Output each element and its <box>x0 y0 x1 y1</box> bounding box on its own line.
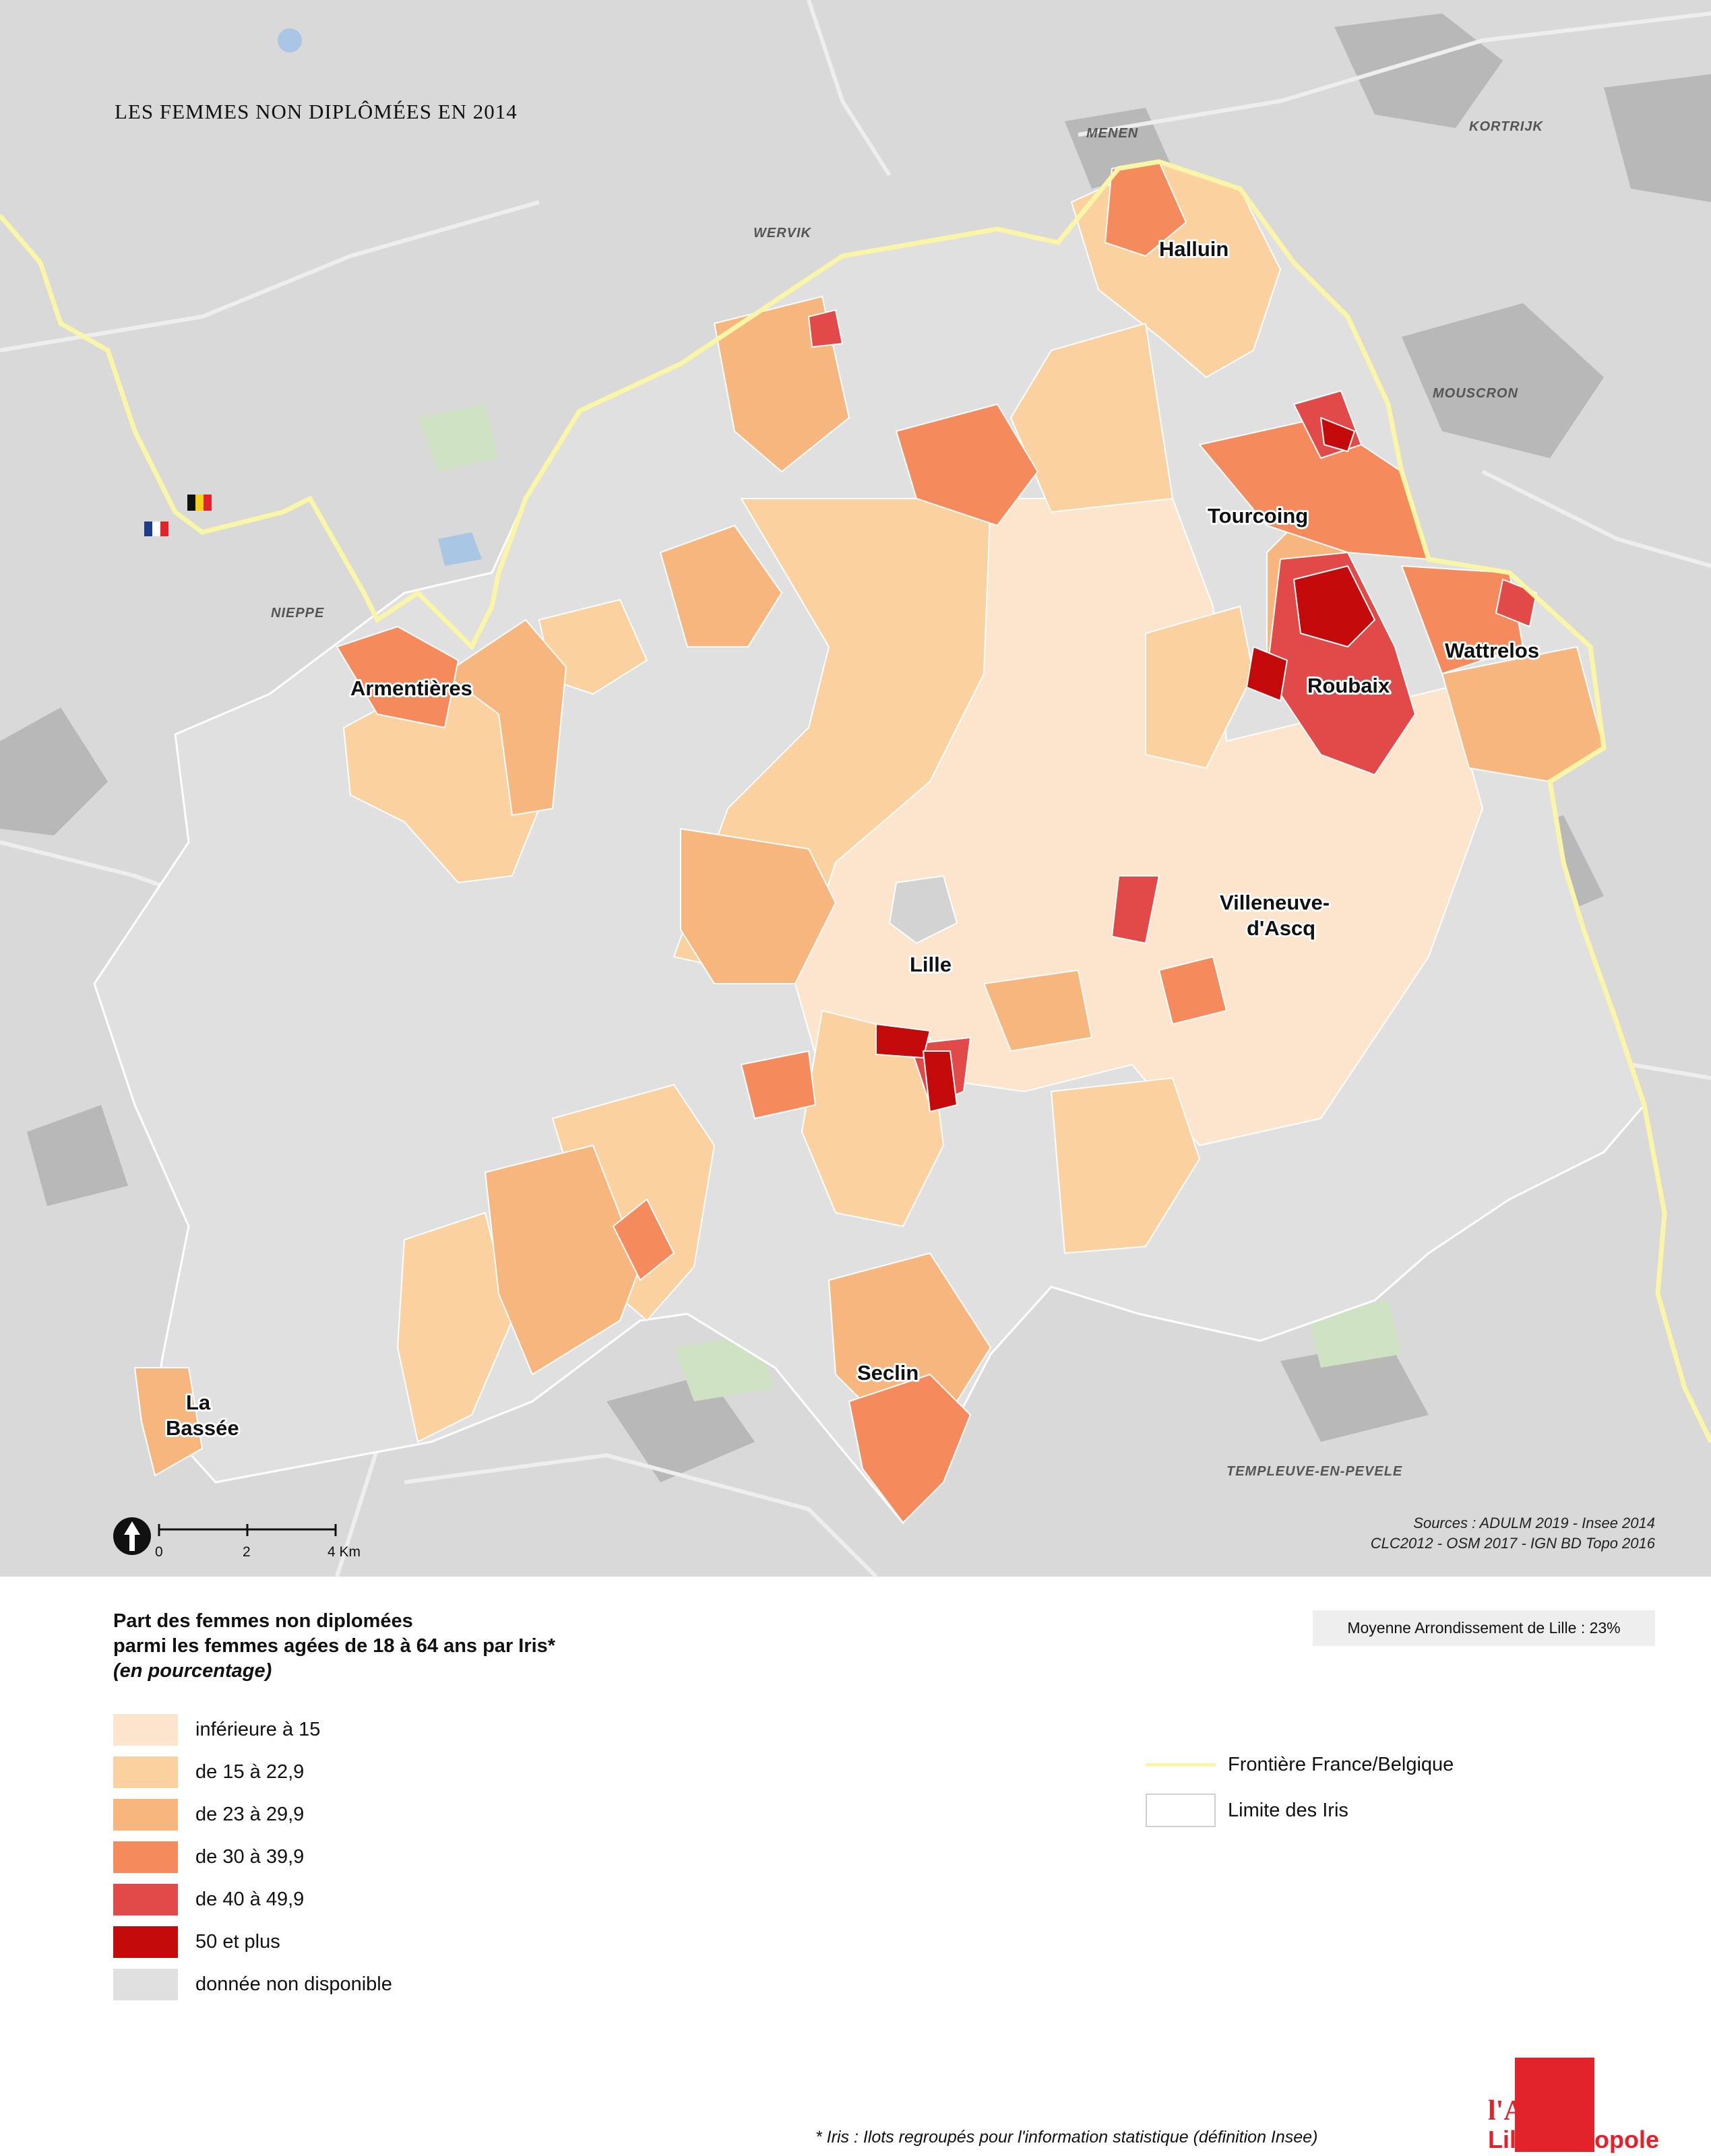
scale-label-0: 0 <box>155 1544 163 1560</box>
legend-item: de 30 à 39,9 <box>113 1836 392 1878</box>
line-legend: Frontière France/Belgique Limite des Iri… <box>1146 1742 1454 1833</box>
legend-swatch <box>113 1714 178 1746</box>
iris-zones <box>134 161 1605 1523</box>
city-villeneuve: Villeneuve- <box>1220 891 1330 914</box>
choropleth-map: LES FEMMES NON DIPLÔMÉES EN 2014 MENEN K… <box>0 0 1711 1577</box>
legend-item: de 40 à 49,9 <box>113 1878 392 1921</box>
zone-23-30i <box>983 970 1092 1052</box>
footnote: * Iris : Ilots regroupés pour l'informat… <box>815 2128 1318 2147</box>
iris-label: Limite des Iris <box>1228 1799 1348 1821</box>
city-roubaix: Roubaix <box>1307 674 1390 697</box>
zone-15-23c <box>1010 323 1173 513</box>
zone-23-30d <box>680 828 836 984</box>
iris-line-swatch <box>1146 1794 1216 1827</box>
city-bassee: Bassée <box>166 1416 239 1440</box>
north-arrow-icon <box>113 1517 151 1555</box>
city-la: La <box>186 1391 211 1414</box>
legend-swatch <box>113 1884 178 1915</box>
place-menen: MENEN <box>1086 126 1138 141</box>
logo-block <box>1515 2058 1594 2152</box>
legend-item: de 15 à 22,9 <box>113 1751 392 1794</box>
legend-label: de 15 à 22,9 <box>195 1761 305 1783</box>
city-halluin: Halluin <box>1159 237 1228 261</box>
legend-border-item: Frontière France/Belgique <box>1146 1742 1454 1787</box>
legend-item: 50 et plus <box>113 1921 392 1963</box>
zone-15-23i <box>1145 606 1254 769</box>
average-box: Moyenne Arrondissement de Lille : 23% <box>1313 1610 1655 1646</box>
border-label: Frontière France/Belgique <box>1228 1753 1454 1775</box>
legend-label: de 30 à 39,9 <box>195 1846 305 1868</box>
logo-line-1: l'Agence <box>1488 2095 1592 2126</box>
city-tourcoing: Tourcoing <box>1208 504 1308 528</box>
city-lille: Lille <box>910 953 952 976</box>
zone-15-23j <box>801 1010 944 1227</box>
legend-iris-item: Limite des Iris <box>1146 1787 1454 1833</box>
scale-bar: 0 2 4 Km <box>155 1524 361 1560</box>
legend-title-line-1: Part des femmes non diplomées <box>113 1610 413 1632</box>
zone-23-30j <box>134 1367 203 1476</box>
legend-swatch <box>113 1756 178 1788</box>
legend-label: de 23 à 29,9 <box>195 1804 305 1825</box>
zone-30-40f <box>613 1199 675 1281</box>
zone-23-30c <box>444 619 567 816</box>
border-line-swatch <box>1146 1748 1216 1781</box>
sources-line-2: CLC2012 - OSM 2017 - IGN BD Topo 2016 <box>1371 1535 1656 1552</box>
logo-line-2: Lille Métropole <box>1488 2126 1660 2153</box>
legend-item: donnée non disponible <box>113 1963 392 2006</box>
zone-40-50e <box>1111 875 1160 944</box>
belgium-flag-icon <box>187 495 212 511</box>
legend-swatch <box>113 1799 178 1831</box>
lille-center-no-data <box>888 875 958 945</box>
legend-label: de 40 à 49,9 <box>195 1889 305 1910</box>
zone-50plus-d <box>875 1023 931 1058</box>
france-belgium-border <box>0 159 1711 1443</box>
scale-label-4km: 4 Km <box>328 1544 361 1560</box>
zone-50plus-e <box>923 1050 958 1112</box>
legend-classes: inférieure à 15 de 15 à 22,9 de 23 à 29,… <box>113 1709 392 2006</box>
zone-30-40e <box>336 626 459 728</box>
legend-title-line-2: parmi les femmes agées de 18 à 64 ans pa… <box>113 1635 556 1657</box>
zone-30-40d <box>1401 565 1524 674</box>
zone-30-40a <box>896 404 1038 526</box>
legend-swatch <box>113 1841 178 1873</box>
city-seclin: Seclin <box>857 1361 919 1385</box>
legend-title: Part des femmes non diplomées parmi les … <box>113 1609 555 1684</box>
zone-15-23h <box>1051 1077 1200 1254</box>
place-mouscron: MOUSCRON <box>1433 386 1518 401</box>
zone-23-30e <box>485 1145 641 1375</box>
place-kortrijk: KORTRIJK <box>1469 119 1543 134</box>
zone-30-40h <box>741 1050 816 1119</box>
legend-label: donnée non disponible <box>195 1973 392 1995</box>
city-villeneuve-ascq: d'Ascq <box>1247 916 1315 940</box>
zone-50plus-a <box>1293 565 1375 647</box>
place-wervik: WERVIK <box>753 226 812 241</box>
legend-unit: (en pourcentage) <box>113 1660 272 1682</box>
zone-30-40g <box>848 1374 971 1523</box>
legend-label: 50 et plus <box>195 1931 280 1953</box>
sources-line-1: Sources : ADULM 2019 - Insee 2014 <box>1413 1515 1655 1531</box>
legend-item: inférieure à 15 <box>113 1709 392 1751</box>
zone-30-40i <box>1158 956 1227 1025</box>
zone-15-23f <box>397 1212 513 1442</box>
legend-swatch <box>113 1926 178 1958</box>
legend-label: inférieure à 15 <box>195 1719 321 1740</box>
legend-swatch <box>113 1969 178 2000</box>
city-armentieres: Armentières <box>350 676 472 700</box>
zone-50plus-c <box>1320 417 1355 452</box>
city-wattrelos: Wattrelos <box>1445 639 1539 662</box>
place-templeuve: TEMPLEUVE-EN-PEVELE <box>1226 1464 1402 1479</box>
agence-logo: l'Agence Lille Métropole <box>1488 2058 1665 2152</box>
zone-23-30b <box>660 525 782 647</box>
zone-40-50c <box>808 309 843 348</box>
scale-label-2: 2 <box>243 1544 251 1560</box>
zone-50plus-b <box>1246 646 1288 701</box>
place-nieppe: NIEPPE <box>271 606 324 621</box>
legend-item: de 23 à 29,9 <box>113 1794 392 1836</box>
france-flag-icon <box>144 521 168 536</box>
map-title: LES FEMMES NON DIPLÔMÉES EN 2014 <box>115 100 518 123</box>
